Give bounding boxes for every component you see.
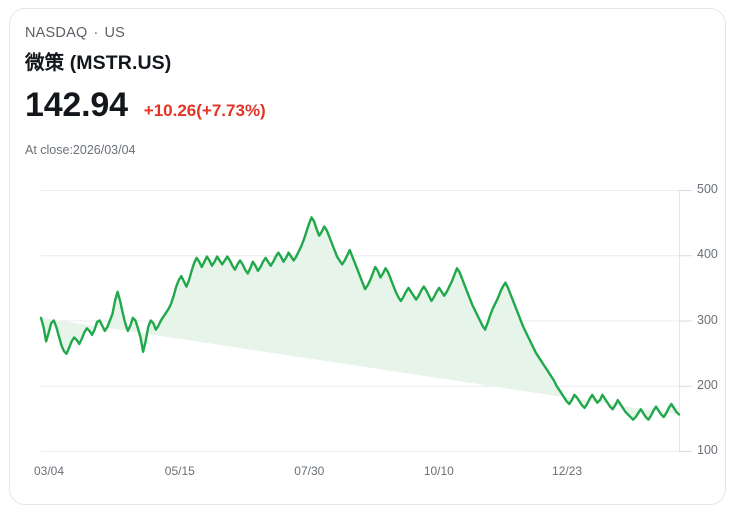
y-axis-label: 300 (697, 312, 718, 327)
chart-line (39, 216, 681, 421)
y-axis-label: 500 (697, 182, 718, 196)
separator-dot: · (93, 25, 99, 41)
y-axis-label: 400 (697, 247, 718, 262)
price-chart-svg[interactable] (10, 169, 726, 489)
x-axis-label: 07/30 (294, 464, 325, 478)
chart-axis-ticks (679, 190, 692, 452)
x-axis-label: 10/10 (423, 464, 454, 478)
price-row: 142.94 +10.26(+7.73%) (25, 88, 266, 122)
stock-quote-card: NASDAQ · US 微策 (MSTR.US) 142.94 +10.26(+7.… (9, 8, 726, 505)
x-axis-label: 05/15 (164, 464, 195, 478)
current-price: 142.94 (25, 86, 128, 124)
y-axis-label: 100 (697, 443, 718, 457)
region-label: US (104, 25, 126, 41)
x-axis-label: 12/23 (552, 464, 583, 478)
page-title: 微策 (MSTR.US) (25, 52, 172, 74)
chart-area-fill (41, 217, 679, 420)
price-change: +10.26(+7.73%) (143, 101, 266, 120)
y-axis-label: 200 (697, 377, 718, 392)
exchange-name: NASDAQ (25, 25, 88, 41)
price-chart[interactable]: 500 400 300 200 100 03/04 05/15 07/30 10/10 12/2… (10, 169, 726, 489)
market-status-note: At close:2026/03/04 (25, 143, 136, 157)
exchange-row: NASDAQ · US (25, 25, 125, 41)
x-axis-label: 03/04 (34, 464, 65, 478)
